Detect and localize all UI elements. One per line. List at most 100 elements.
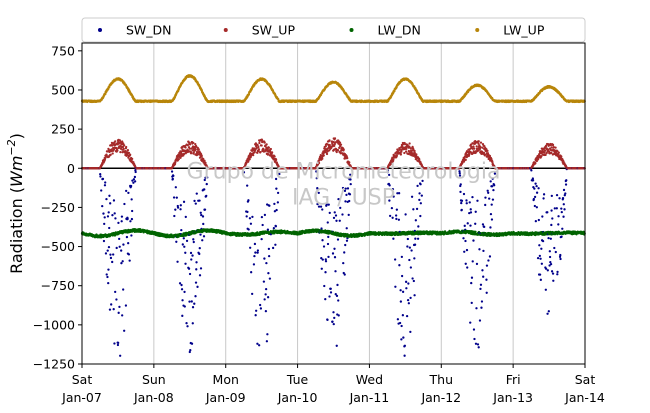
sw-up-point	[337, 149, 339, 151]
sw-dn-point	[346, 240, 348, 242]
sw-dn-point	[402, 314, 404, 316]
sw-dn-point	[107, 249, 109, 251]
sw-dn-point	[275, 188, 277, 190]
sw-dn-point	[399, 322, 401, 324]
sw-dn-point	[122, 288, 124, 290]
sw-dn-point	[126, 236, 128, 238]
sw-dn-point	[333, 248, 335, 250]
sw-dn-point	[176, 261, 178, 263]
sw-dn-point	[180, 229, 182, 231]
sw-dn-point	[413, 257, 415, 259]
sw-dn-point	[341, 213, 343, 215]
sw-dn-point	[113, 342, 115, 344]
sw-dn-point	[257, 252, 259, 254]
sw-dn-point	[261, 216, 263, 218]
sw-dn-point	[396, 209, 398, 211]
sw-up-point	[114, 140, 116, 142]
sw-dn-point	[109, 254, 111, 256]
sw-dn-point	[122, 243, 124, 245]
sw-dn-point	[191, 300, 193, 302]
sw-dn-point	[256, 343, 258, 345]
sw-dn-point	[277, 201, 279, 203]
sw-dn-point	[327, 236, 329, 238]
sw-dn-point	[334, 256, 336, 258]
sw-dn-point	[183, 201, 185, 203]
sw-dn-point	[176, 197, 178, 199]
sw-dn-point	[266, 333, 268, 335]
sw-dn-point	[333, 323, 335, 325]
sw-dn-point	[415, 219, 417, 221]
sw-dn-point	[406, 315, 408, 317]
sw-dn-point	[348, 214, 350, 216]
sw-dn-point	[408, 302, 410, 304]
sw-dn-point	[99, 175, 101, 177]
sw-dn-point	[113, 308, 115, 310]
sw-dn-point	[174, 209, 176, 211]
sw-dn-point	[112, 253, 114, 255]
sw-dn-point	[346, 227, 348, 229]
sw-up-point	[119, 151, 121, 153]
sw-dn-point	[131, 198, 133, 200]
sw-dn-point	[190, 252, 192, 254]
sw-dn-point	[414, 238, 416, 240]
sw-dn-point	[188, 300, 190, 302]
sw-dn-point	[198, 253, 200, 255]
sw-dn-point	[186, 325, 188, 327]
sw-dn-point	[407, 238, 409, 240]
sw-dn-point	[108, 227, 110, 229]
sw-dn-point	[253, 263, 255, 265]
sw-dn-point	[411, 277, 413, 279]
sw-up-point	[265, 143, 267, 145]
sw-dn-point	[417, 225, 419, 227]
sw-dn-point	[123, 330, 125, 332]
sw-up-point	[192, 142, 194, 144]
sw-dn-point	[419, 215, 421, 217]
sw-dn-point	[407, 299, 409, 301]
sw-dn-point	[398, 264, 400, 266]
sw-up-point	[258, 142, 260, 144]
sw-dn-point	[181, 299, 183, 301]
sw-dn-point	[114, 291, 116, 293]
sw-dn-point	[191, 254, 193, 256]
sw-up-point	[326, 153, 328, 155]
sw-dn-point	[196, 286, 198, 288]
sw-dn-point	[254, 243, 256, 245]
sw-up-point	[328, 139, 330, 141]
sw-up-point	[112, 152, 114, 154]
sw-dn-point	[183, 246, 185, 248]
sw-dn-point	[400, 325, 402, 327]
sw-dn-point	[125, 190, 127, 192]
sw-dn-point	[420, 202, 422, 204]
sw-dn-point	[325, 260, 327, 262]
sw-dn-point	[394, 258, 396, 260]
sw-up-point	[258, 148, 260, 150]
sw-dn-point	[260, 238, 262, 240]
sw-dn-point	[336, 284, 338, 286]
sw-dn-point	[257, 249, 259, 251]
sw-dn-point	[180, 204, 182, 206]
sw-dn-point	[127, 242, 129, 244]
sw-dn-point	[265, 310, 267, 312]
sw-up-point	[405, 148, 407, 150]
sw-dn-point	[185, 216, 187, 218]
sw-dn-point	[251, 293, 253, 295]
sw-dn-point	[255, 314, 257, 316]
sw-dn-point	[402, 336, 404, 338]
sw-dn-point	[120, 249, 122, 251]
sw-dn-point	[177, 207, 179, 209]
sw-dn-point	[185, 322, 187, 324]
sw-dn-point	[324, 271, 326, 273]
sw-dn-point	[181, 288, 183, 290]
sw-dn-point	[175, 186, 177, 188]
sw-dn-point	[332, 252, 334, 254]
sw-dn-point	[264, 214, 266, 216]
sw-dn-point	[418, 199, 420, 201]
sw-dn-point	[391, 217, 393, 219]
sw-dn-point	[334, 211, 336, 213]
sw-dn-point	[344, 273, 346, 275]
sw-dn-point	[398, 219, 400, 221]
sw-up-point	[400, 153, 402, 155]
sw-dn-point	[338, 314, 340, 316]
sw-dn-point	[410, 249, 412, 251]
